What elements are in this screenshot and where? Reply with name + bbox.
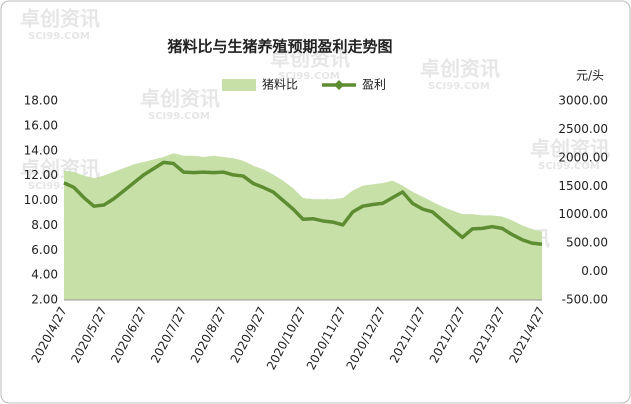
line [63, 160, 543, 247]
y2-tick-label: 2000.00 [558, 150, 608, 164]
legend-label: 猪料比 [262, 78, 298, 92]
watermark: 卓创资讯 [270, 47, 350, 71]
y2-tick-label: 3000.00 [558, 94, 608, 108]
watermark: SCI99.COM [428, 81, 490, 92]
y2-tick-label: -500.00 [562, 293, 608, 307]
watermark: 卓创资讯 [20, 7, 100, 31]
y2-tick-label: 1000.00 [558, 207, 608, 221]
watermark: SCI99.COM [28, 31, 90, 42]
y-tick-label: 12.00 [24, 168, 58, 182]
y-tick-label: 18.00 [24, 94, 58, 108]
watermark: 卓创资讯 [420, 57, 500, 81]
chart-title: 猪料比与生猪养殖预期盈利走势图 [166, 38, 392, 56]
y2-tick-label: 2500.00 [558, 122, 608, 136]
y-tick-label: 8.00 [31, 218, 58, 232]
y-tick-label: 10.00 [24, 193, 58, 207]
y2-tick-label: 0.00 [581, 264, 608, 278]
y2-tick-label: 500.00 [566, 236, 608, 250]
legend-label: 盈利 [362, 78, 386, 92]
watermark: 卓创资讯 [530, 137, 610, 161]
y-tick-label: 14.00 [24, 143, 58, 157]
legend-marker [334, 80, 344, 90]
y2-tick-label: 1500.00 [558, 179, 608, 193]
y-tick-label: 4.00 [31, 268, 58, 282]
y-tick-label: 16.00 [24, 118, 58, 132]
y-tick-label: 6.00 [31, 243, 58, 257]
watermark: SCI99.COM [278, 71, 340, 82]
watermark: SCI99.COM [148, 111, 210, 122]
watermark: 卓创资讯 [140, 87, 220, 111]
legend-swatch [222, 79, 256, 91]
y-tick-label: 2.00 [31, 293, 58, 307]
watermark: SCI99.COM [538, 161, 600, 172]
area [64, 153, 542, 300]
y2-unit: 元/头 [576, 69, 604, 83]
watermark: SCI99.COM [28, 181, 90, 192]
